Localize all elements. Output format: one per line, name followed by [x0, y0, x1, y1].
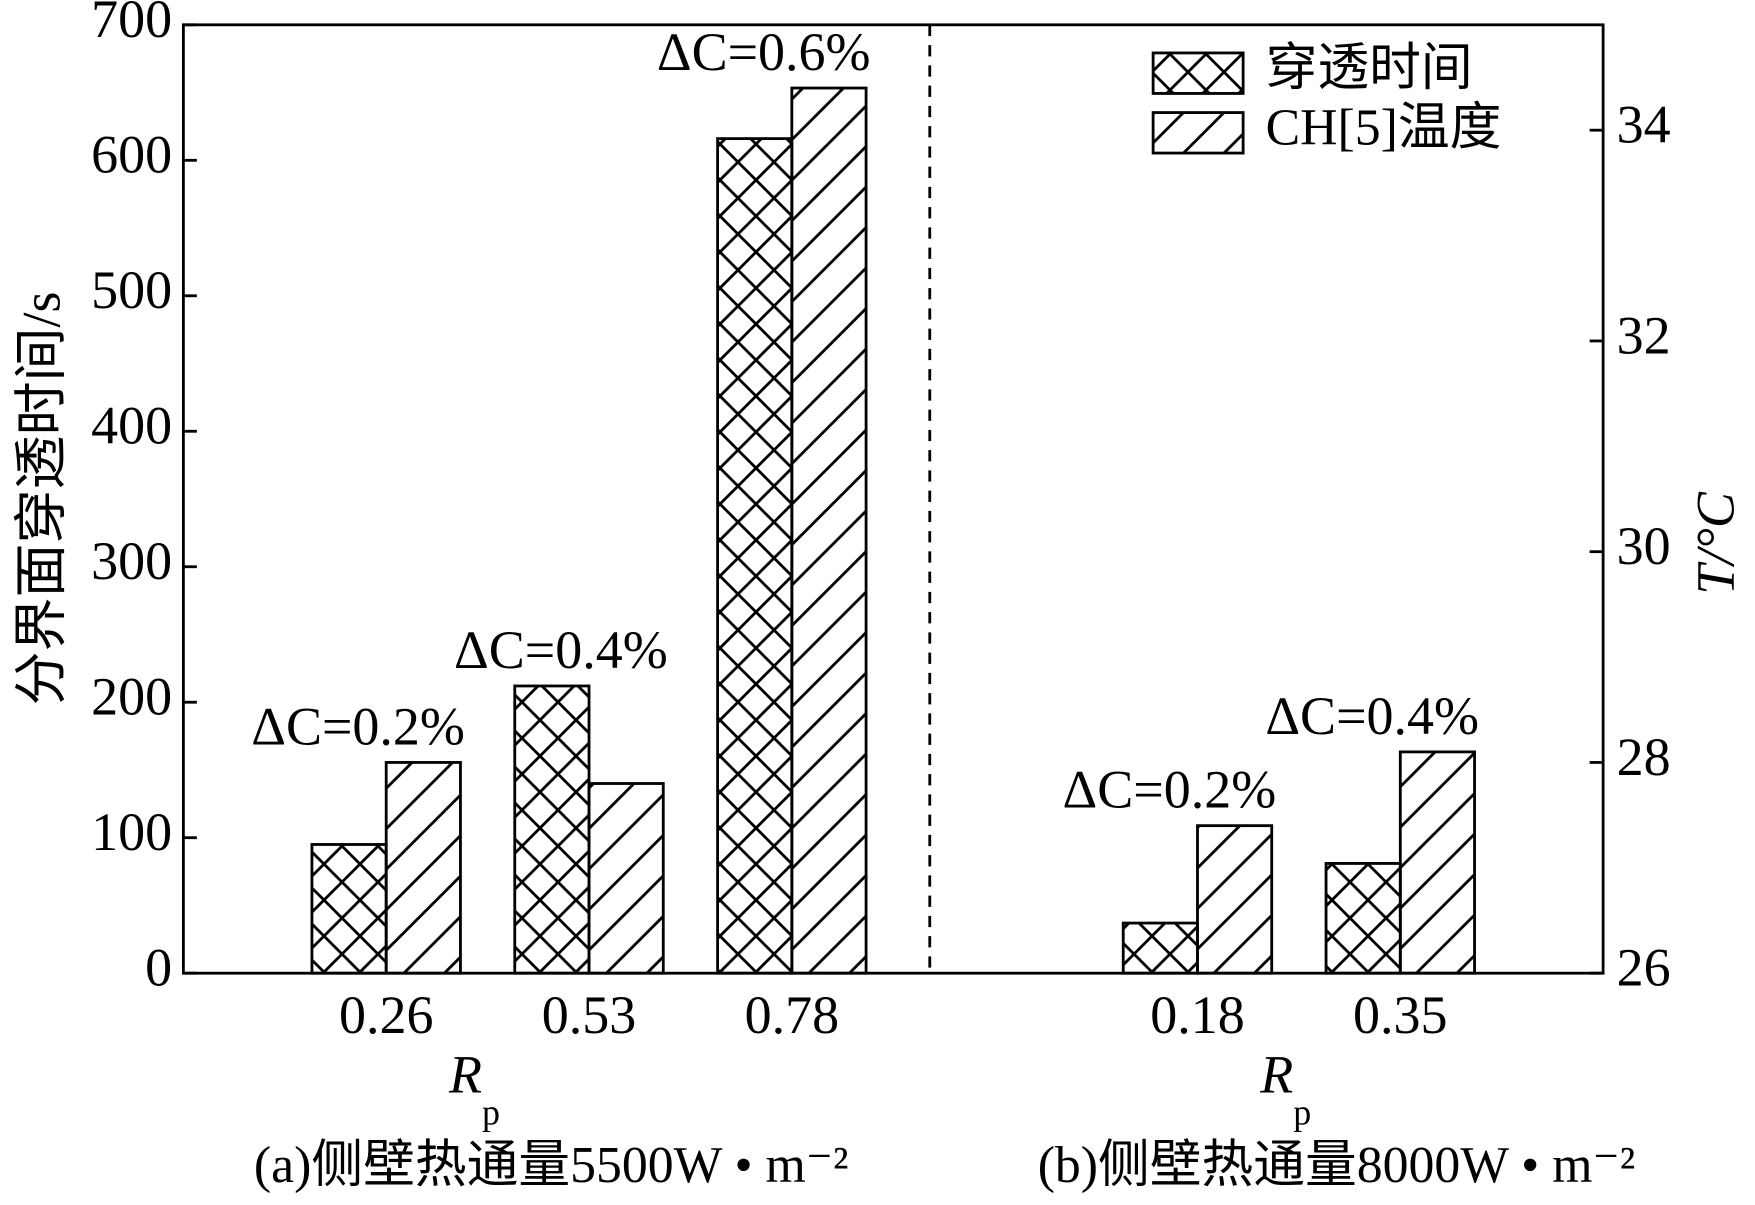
legend-swatch	[1151, 111, 1245, 155]
bar	[1324, 862, 1402, 975]
annotation: ΔC=0.2%	[1063, 760, 1277, 820]
x-axis-label-sub: p	[482, 1092, 500, 1132]
bar	[1398, 750, 1476, 975]
x-axis-label: R	[1259, 1044, 1293, 1104]
x-tick-label: 0.78	[745, 985, 840, 1045]
bar	[1196, 824, 1274, 975]
bar	[587, 782, 665, 975]
x-tick-label: 0.26	[339, 985, 434, 1045]
bar	[310, 843, 388, 975]
legend-label: 穿透时间	[1266, 40, 1473, 97]
y2-tick-label: 26	[1617, 938, 1671, 998]
bar	[1121, 921, 1199, 975]
y-tick-label: 200	[91, 667, 172, 727]
annotation: ΔC=0.4%	[1265, 686, 1479, 746]
y-tick-label: 700	[91, 0, 172, 49]
annotation: ΔC=0.4%	[454, 620, 668, 680]
y2-tick-label: 32	[1617, 305, 1671, 365]
bar	[513, 684, 591, 975]
y-tick-label: 0	[145, 938, 172, 998]
annotation: ΔC=0.2%	[251, 696, 465, 756]
x-tick-label: 0.18	[1150, 985, 1245, 1045]
x-tick-label: 0.35	[1353, 985, 1448, 1045]
bar	[790, 86, 868, 975]
y-tick-label: 600	[91, 125, 172, 185]
legend-swatch	[1151, 51, 1245, 95]
y2-tick-label: 34	[1617, 95, 1671, 155]
y2-tick-label: 30	[1617, 516, 1671, 576]
x-tick-label: 0.53	[542, 985, 637, 1045]
y-tick-label: 500	[91, 260, 172, 320]
panel-caption: (a)侧壁热通量5500W • m⁻²	[254, 1137, 849, 1194]
bar	[384, 761, 462, 975]
y-tick-label: 100	[91, 802, 172, 862]
plot-frame	[181, 23, 1605, 975]
x-axis-label-sub: p	[1293, 1092, 1311, 1132]
bar	[716, 137, 794, 975]
y2-tick-label: 28	[1617, 727, 1671, 787]
legend-label: CH[5]温度	[1266, 100, 1502, 157]
y-tick-label: 400	[91, 396, 172, 456]
y2-axis-label: T/°C	[1686, 491, 1746, 595]
annotation: ΔC=0.6%	[657, 22, 871, 82]
panel-caption: (b)侧壁热通量8000W • m⁻²	[1038, 1137, 1636, 1194]
x-axis-label: R	[448, 1044, 482, 1104]
y-tick-label: 300	[91, 531, 172, 591]
y-axis-label: 分界面穿透时间/s	[12, 291, 72, 705]
